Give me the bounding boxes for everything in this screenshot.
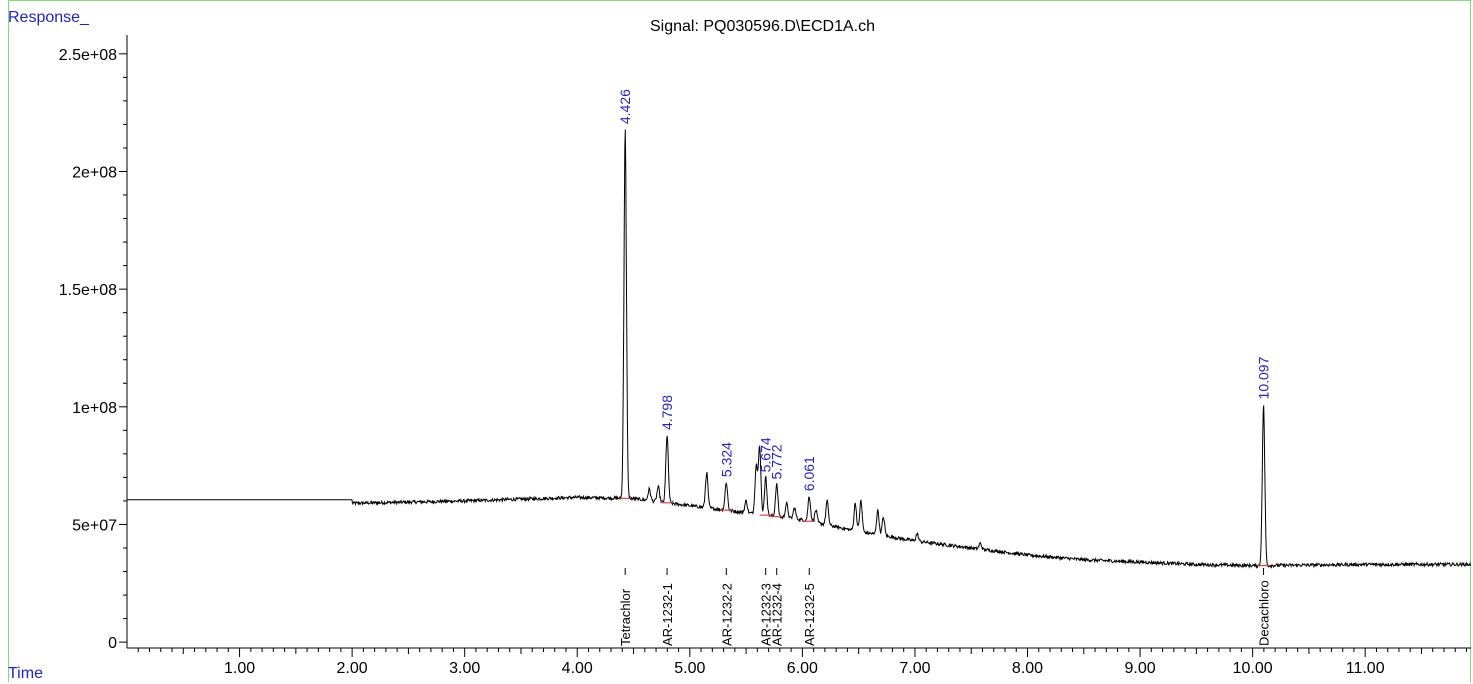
peak-retention-label: 5.324 bbox=[718, 442, 734, 477]
compound-label: AR-1232-2 bbox=[719, 583, 734, 646]
y-tick-label: 2.5e+08 bbox=[59, 47, 117, 64]
y-axis-label: Response_ bbox=[8, 9, 89, 26]
signal-trace bbox=[127, 129, 1471, 569]
peak-retention-label: 5.674 bbox=[758, 437, 774, 472]
peak-retention-label: 10.097 bbox=[1256, 356, 1272, 399]
peak-retention-label: 4.798 bbox=[659, 395, 675, 430]
compound-label: AR-1232-1 bbox=[660, 583, 675, 646]
peak-retention-label: 5.772 bbox=[769, 444, 785, 479]
compound-label: AR-1232-3 bbox=[759, 583, 774, 646]
y-tick-label: 1e+08 bbox=[72, 400, 117, 417]
x-tick-label: 2.00 bbox=[337, 660, 368, 677]
y-tick-label: 1.5e+08 bbox=[59, 282, 117, 299]
x-tick-label: 7.00 bbox=[899, 660, 930, 677]
peak-retention-label: 6.061 bbox=[801, 456, 817, 491]
x-tick-label: 5.00 bbox=[674, 660, 705, 677]
x-axis-label: Time bbox=[8, 665, 43, 682]
compound-label: Tetrachlor bbox=[618, 588, 633, 646]
plot-frame bbox=[8, 0, 1471, 682]
chart-title: Signal: PQ030596.D\ECD1A.ch bbox=[650, 18, 876, 35]
x-tick-label: 1.00 bbox=[224, 660, 255, 677]
x-tick-label: 10.00 bbox=[1233, 660, 1273, 677]
peak-retention-label: 4.426 bbox=[617, 89, 633, 124]
x-tick-label: 3.00 bbox=[449, 660, 480, 677]
x-tick-label: 9.00 bbox=[1124, 660, 1155, 677]
y-tick-label: 0 bbox=[108, 635, 117, 652]
x-tick-label: 8.00 bbox=[1012, 660, 1043, 677]
y-tick-label: 5e+07 bbox=[72, 517, 117, 534]
compound-label: Decachloro bbox=[1257, 580, 1272, 646]
x-tick-label: 11.00 bbox=[1346, 660, 1385, 677]
x-tick-label: 6.00 bbox=[787, 660, 818, 677]
compound-label: AR-1232-5 bbox=[802, 583, 817, 646]
y-tick-label: 2e+08 bbox=[72, 164, 117, 181]
x-tick-label: 4.00 bbox=[562, 660, 593, 677]
compound-label: AR-1232-4 bbox=[770, 583, 785, 646]
